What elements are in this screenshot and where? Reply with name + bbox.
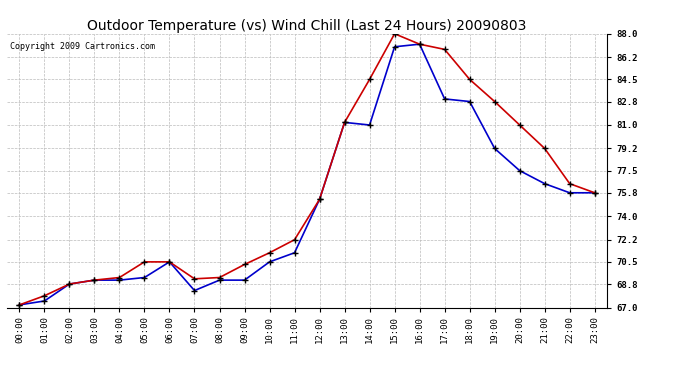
Text: Copyright 2009 Cartronics.com: Copyright 2009 Cartronics.com bbox=[10, 42, 155, 51]
Title: Outdoor Temperature (vs) Wind Chill (Last 24 Hours) 20090803: Outdoor Temperature (vs) Wind Chill (Las… bbox=[88, 19, 526, 33]
